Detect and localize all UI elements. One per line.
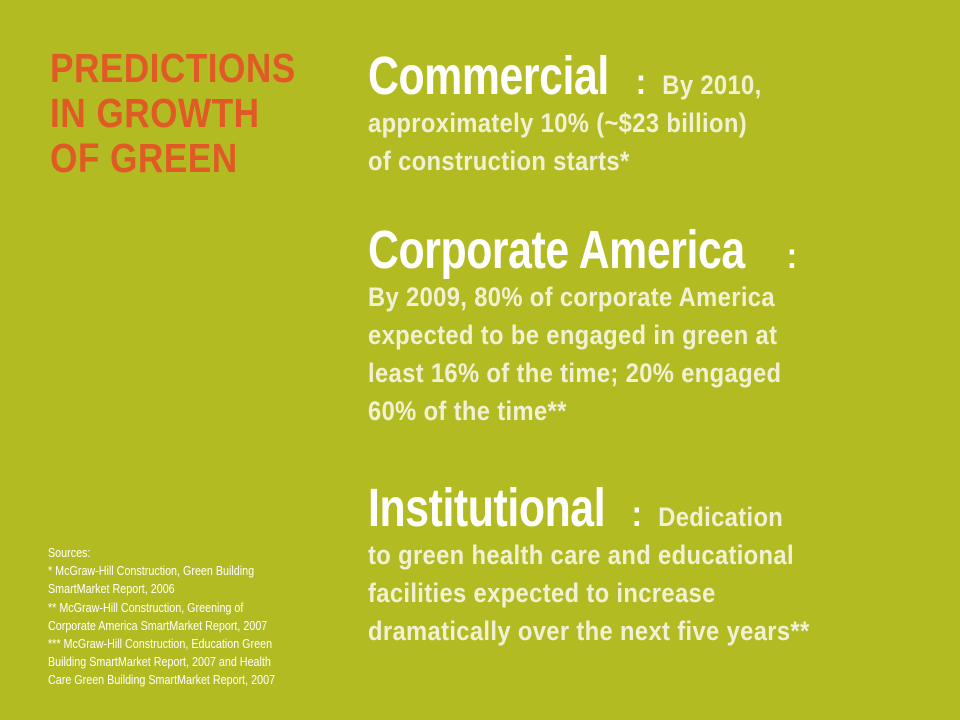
heading-colon: : bbox=[786, 235, 798, 276]
section-text-line: expected to be engaged in green at bbox=[368, 320, 778, 350]
section-text-line: 60% of the time** bbox=[368, 396, 567, 426]
sources-line: Building SmartMarket Report, 2007 and He… bbox=[48, 655, 271, 670]
sources-line: Care Green Building SmartMarket Report, … bbox=[48, 673, 276, 688]
heading-colon: : bbox=[635, 61, 647, 102]
sources-line: ** McGraw-Hill Construction, Greening of bbox=[48, 600, 244, 615]
slide-title: PREDICTIONS IN GROWTH OF GREEN bbox=[50, 46, 299, 181]
section-text-line: Dedication bbox=[658, 502, 784, 532]
sources-line: *** McGraw-Hill Construction, Education … bbox=[48, 637, 273, 652]
sources-line: Corporate America SmartMarket Report, 20… bbox=[48, 618, 268, 633]
section-text-line: least 16% of the time; 20% engaged bbox=[368, 358, 782, 388]
section-text-line: dramatically over the next five years** bbox=[368, 616, 810, 646]
title-line: OF GREEN bbox=[50, 135, 238, 181]
section-text-line: to green health care and educational bbox=[368, 540, 794, 570]
section-heading: Institutional bbox=[368, 478, 606, 538]
section-text-line: of construction starts* bbox=[368, 146, 630, 176]
section-corporate-america: Corporate America: By 2009, 80% of corpo… bbox=[368, 222, 914, 430]
sources-footnote: Sources: * McGraw-Hill Construction, Gre… bbox=[48, 544, 306, 690]
heading-colon: : bbox=[631, 493, 643, 534]
sources-line: * McGraw-Hill Construction, Green Buildi… bbox=[48, 564, 255, 579]
sources-line: SmartMarket Report, 2006 bbox=[48, 582, 175, 597]
title-line: PREDICTIONS bbox=[50, 45, 296, 91]
section-text-line: facilities expected to increase bbox=[368, 578, 716, 608]
section-commercial: Commercial: By 2010, approximately 10% (… bbox=[368, 48, 914, 180]
section-institutional: Institutional: Dedication to green healt… bbox=[368, 480, 914, 650]
section-text-line: By 2010, bbox=[662, 70, 762, 100]
title-line: IN GROWTH bbox=[50, 90, 260, 136]
section-heading: Corporate America bbox=[368, 220, 745, 280]
section-text-line: approximately 10% (~$23 billion) bbox=[368, 108, 748, 138]
sources-line: Sources: bbox=[48, 546, 91, 560]
section-text-line: By 2009, 80% of corporate America bbox=[368, 282, 775, 312]
section-heading: Commercial bbox=[368, 46, 609, 106]
